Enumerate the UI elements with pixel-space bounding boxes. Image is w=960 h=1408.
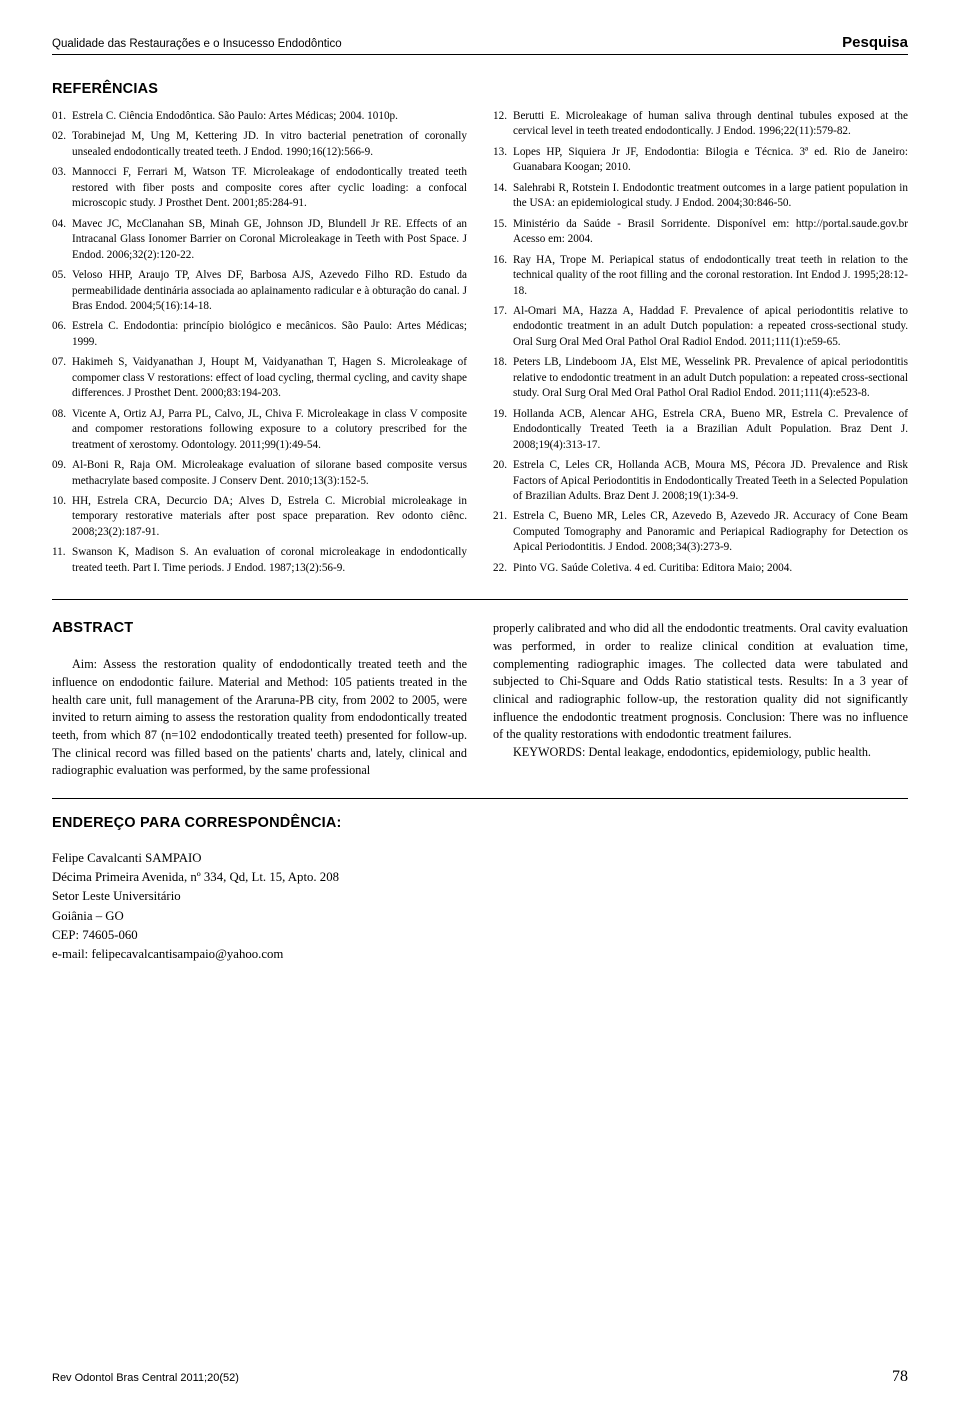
reference-text: Vicente A, Ortiz AJ, Parra PL, Calvo, JL…: [72, 407, 467, 453]
divider: [52, 599, 908, 600]
reference-number: 03.: [52, 165, 72, 211]
reference-text: Swanson K, Madison S. An evaluation of c…: [72, 545, 467, 576]
reference-number: 11.: [52, 545, 72, 576]
reference-number: 19.: [493, 407, 513, 453]
correspondence-line: e-mail: felipecavalcantisampaio@yahoo.co…: [52, 945, 908, 964]
reference-text: Salehrabi R, Rotstein I. Endodontic trea…: [513, 181, 908, 212]
correspondence-section: ENDEREÇO PARA CORRESPONDÊNCIA: Felipe Ca…: [52, 815, 908, 964]
abstract-text: properly calibrated and who did all the …: [493, 620, 908, 744]
abstract-heading: ABSTRACT: [52, 620, 467, 636]
reference-text: Ministério da Saúde - Brasil Sorridente.…: [513, 217, 908, 248]
references-left-col: 01.Estrela C. Ciência Endodôntica. São P…: [52, 109, 467, 581]
reference-number: 07.: [52, 355, 72, 401]
reference-item: 02.Torabinejad M, Ung M, Kettering JD. I…: [52, 129, 467, 160]
reference-item: 16.Ray HA, Trope M. Periapical status of…: [493, 253, 908, 299]
correspondence-heading: ENDEREÇO PARA CORRESPONDÊNCIA:: [52, 815, 908, 831]
reference-text: Pinto VG. Saúde Coletiva. 4 ed. Curitiba…: [513, 561, 908, 576]
reference-number: 12.: [493, 109, 513, 140]
reference-text: Hollanda ACB, Alencar AHG, Estrela CRA, …: [513, 407, 908, 453]
abstract-body-left: Aim: Assess the restoration quality of e…: [52, 656, 467, 780]
divider: [52, 798, 908, 799]
reference-text: Estrela C, Leles CR, Hollanda ACB, Moura…: [513, 458, 908, 504]
reference-item: 17.Al-Omari MA, Hazza A, Haddad F. Preva…: [493, 304, 908, 350]
reference-item: 01.Estrela C. Ciência Endodôntica. São P…: [52, 109, 467, 124]
reference-number: 17.: [493, 304, 513, 350]
reference-item: 13.Lopes HP, Siquiera Jr JF, Endodontia:…: [493, 145, 908, 176]
references-right-col: 12.Berutti E. Microleakage of human sali…: [493, 109, 908, 581]
correspondence-line: Setor Leste Universitário: [52, 887, 908, 906]
reference-number: 09.: [52, 458, 72, 489]
reference-item: 20.Estrela C, Leles CR, Hollanda ACB, Mo…: [493, 458, 908, 504]
footer-page-number: 78: [892, 1368, 908, 1386]
reference-item: 15.Ministério da Saúde - Brasil Sorriden…: [493, 217, 908, 248]
reference-item: 22.Pinto VG. Saúde Coletiva. 4 ed. Curit…: [493, 561, 908, 576]
section-label: Pesquisa: [842, 34, 908, 51]
reference-number: 16.: [493, 253, 513, 299]
correspondence-line: CEP: 74605-060: [52, 926, 908, 945]
correspondence-body: Felipe Cavalcanti SAMPAIODécima Primeira…: [52, 849, 908, 964]
reference-item: 10.HH, Estrela CRA, Decurcio DA; Alves D…: [52, 494, 467, 540]
page-header: Qualidade das Restaurações e o Insucesso…: [52, 34, 908, 55]
page-footer: Rev Odontol Bras Central 2011;20(52) 78: [52, 1368, 908, 1386]
reference-number: 05.: [52, 268, 72, 314]
reference-text: Mannocci F, Ferrari M, Watson TF. Microl…: [72, 165, 467, 211]
reference-item: 19.Hollanda ACB, Alencar AHG, Estrela CR…: [493, 407, 908, 453]
references-columns: 01.Estrela C. Ciência Endodôntica. São P…: [52, 109, 908, 581]
reference-text: Estrela C, Bueno MR, Leles CR, Azevedo B…: [513, 509, 908, 555]
reference-number: 13.: [493, 145, 513, 176]
reference-item: 05.Veloso HHP, Araujo TP, Alves DF, Barb…: [52, 268, 467, 314]
reference-item: 11.Swanson K, Madison S. An evaluation o…: [52, 545, 467, 576]
reference-item: 04.Mavec JC, McClanahan SB, Minah GE, Jo…: [52, 217, 467, 263]
reference-item: 08.Vicente A, Ortiz AJ, Parra PL, Calvo,…: [52, 407, 467, 453]
reference-item: 18.Peters LB, Lindeboom JA, Elst ME, Wes…: [493, 355, 908, 401]
reference-item: 21.Estrela C, Bueno MR, Leles CR, Azeved…: [493, 509, 908, 555]
reference-text: Estrela C. Ciência Endodôntica. São Paul…: [72, 109, 467, 124]
reference-text: HH, Estrela CRA, Decurcio DA; Alves D, E…: [72, 494, 467, 540]
reference-number: 15.: [493, 217, 513, 248]
reference-number: 04.: [52, 217, 72, 263]
footer-journal: Rev Odontol Bras Central 2011;20(52): [52, 1372, 239, 1384]
correspondence-line: Décima Primeira Avenida, nº 334, Qd, Lt.…: [52, 868, 908, 887]
abstract-keywords: KEYWORDS: Dental leakage, endodontics, e…: [493, 744, 908, 762]
reference-text: Torabinejad M, Ung M, Kettering JD. In v…: [72, 129, 467, 160]
reference-number: 20.: [493, 458, 513, 504]
reference-number: 01.: [52, 109, 72, 124]
reference-number: 06.: [52, 319, 72, 350]
reference-text: Estrela C. Endodontia: princípio biológi…: [72, 319, 467, 350]
reference-item: 14.Salehrabi R, Rotstein I. Endodontic t…: [493, 181, 908, 212]
reference-text: Hakimeh S, Vaidyanathan J, Houpt M, Vaid…: [72, 355, 467, 401]
reference-item: 09.Al-Boni R, Raja OM. Microleakage eval…: [52, 458, 467, 489]
references-heading: REFERÊNCIAS: [52, 81, 908, 97]
reference-item: 06.Estrela C. Endodontia: princípio biol…: [52, 319, 467, 350]
reference-text: Veloso HHP, Araujo TP, Alves DF, Barbosa…: [72, 268, 467, 314]
references-section: REFERÊNCIAS 01.Estrela C. Ciência Endodô…: [52, 81, 908, 581]
correspondence-line: Felipe Cavalcanti SAMPAIO: [52, 849, 908, 868]
reference-number: 21.: [493, 509, 513, 555]
reference-item: 12.Berutti E. Microleakage of human sali…: [493, 109, 908, 140]
reference-item: 03.Mannocci F, Ferrari M, Watson TF. Mic…: [52, 165, 467, 211]
reference-text: Peters LB, Lindeboom JA, Elst ME, Wessel…: [513, 355, 908, 401]
abstract-left-col: ABSTRACT Aim: Assess the restoration qua…: [52, 620, 467, 780]
abstract-text: Aim: Assess the restoration quality of e…: [52, 656, 467, 780]
reference-number: 22.: [493, 561, 513, 576]
reference-text: Berutti E. Microleakage of human saliva …: [513, 109, 908, 140]
reference-number: 10.: [52, 494, 72, 540]
reference-text: Al-Omari MA, Hazza A, Haddad F. Prevalen…: [513, 304, 908, 350]
abstract-section: ABSTRACT Aim: Assess the restoration qua…: [52, 620, 908, 780]
reference-item: 07.Hakimeh S, Vaidyanathan J, Houpt M, V…: [52, 355, 467, 401]
reference-text: Lopes HP, Siquiera Jr JF, Endodontia: Bi…: [513, 145, 908, 176]
abstract-right-col: properly calibrated and who did all the …: [493, 620, 908, 780]
reference-text: Mavec JC, McClanahan SB, Minah GE, Johns…: [72, 217, 467, 263]
reference-number: 18.: [493, 355, 513, 401]
reference-text: Al-Boni R, Raja OM. Microleakage evaluat…: [72, 458, 467, 489]
reference-number: 14.: [493, 181, 513, 212]
reference-number: 08.: [52, 407, 72, 453]
correspondence-line: Goiânia – GO: [52, 907, 908, 926]
reference-number: 02.: [52, 129, 72, 160]
paper-title: Qualidade das Restaurações e o Insucesso…: [52, 38, 342, 50]
reference-text: Ray HA, Trope M. Periapical status of en…: [513, 253, 908, 299]
